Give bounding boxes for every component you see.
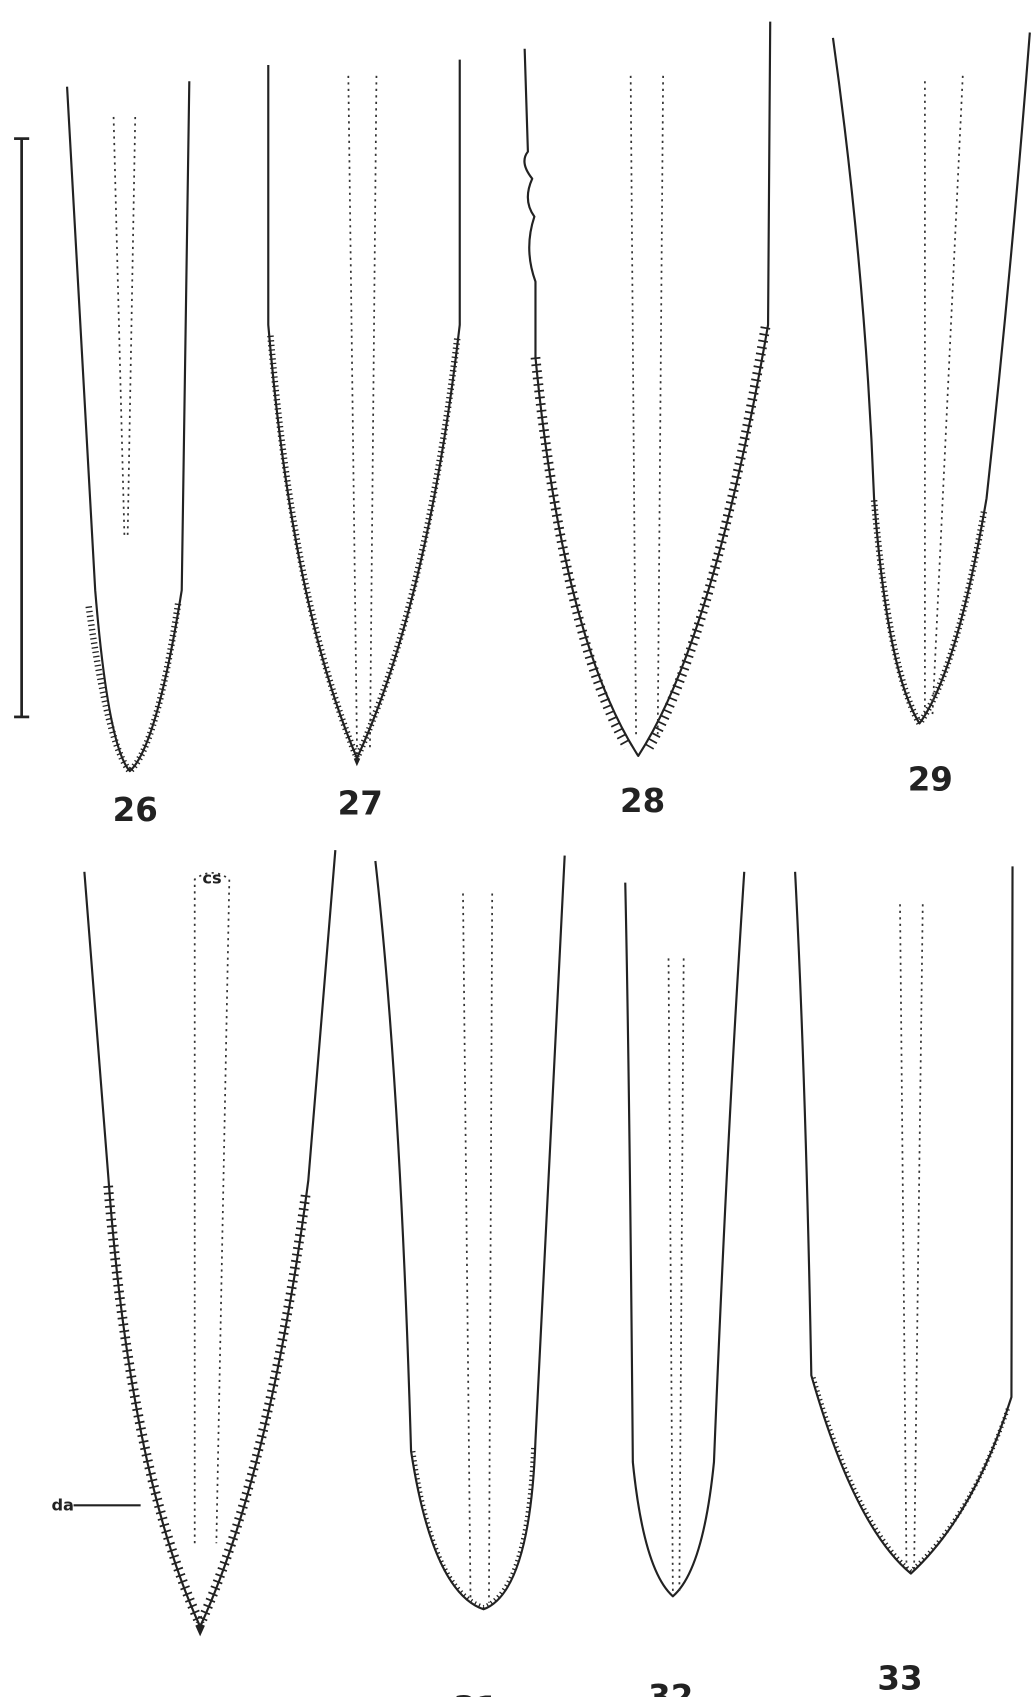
specimen-drawing — [523, 21, 772, 757]
specimen-drawing — [65, 81, 191, 776]
scale-bar — [14, 137, 30, 719]
figure-number: 30 — [178, 1694, 223, 1697]
annotation-label: cs — [202, 869, 221, 888]
figure-number: 28 — [620, 782, 665, 820]
annotation-label: da — [51, 1496, 74, 1515]
specimen-drawing — [73, 850, 337, 1637]
figure-number: 27 — [338, 784, 383, 822]
specimen-drawing — [624, 871, 746, 1598]
figure-number: 26 — [113, 791, 158, 829]
specimen-drawing — [374, 855, 566, 1611]
figure-number: 29 — [908, 761, 953, 799]
figure-number: 32 — [648, 1678, 693, 1697]
specimen-drawing — [267, 59, 461, 767]
specimen-drawing — [831, 32, 1031, 730]
figure-number: 33 — [877, 1659, 922, 1697]
figure-number: 31 — [453, 1690, 498, 1697]
specimen-drawing — [794, 866, 1014, 1575]
